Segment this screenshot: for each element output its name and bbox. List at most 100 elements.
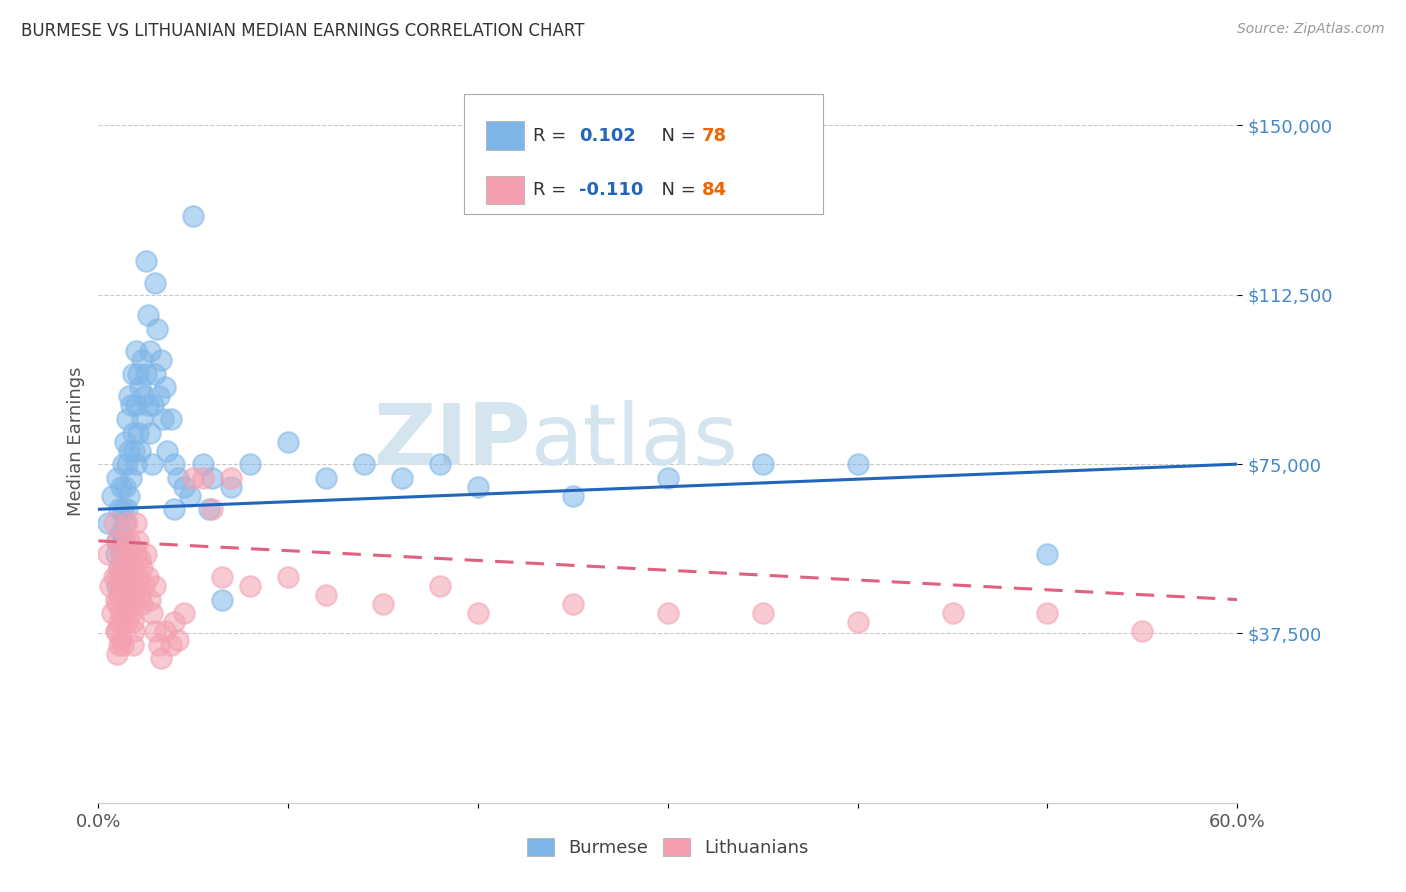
Point — [167, 470, 190, 484]
Point — [97, 548, 120, 562]
Point — [191, 470, 214, 484]
Point — [121, 425, 143, 440]
Point — [145, 367, 167, 381]
Point — [124, 570, 146, 584]
Point — [429, 457, 451, 471]
Point — [942, 606, 965, 620]
Point — [121, 561, 143, 575]
Point — [115, 516, 138, 530]
Point — [108, 615, 131, 630]
Point — [115, 588, 138, 602]
Point — [138, 592, 160, 607]
Point — [118, 570, 141, 584]
Point — [103, 570, 125, 584]
Point — [104, 624, 127, 639]
Point — [163, 615, 186, 630]
Point — [120, 470, 142, 484]
Point — [108, 588, 131, 602]
Point — [112, 615, 135, 630]
Point — [114, 597, 136, 611]
Point — [138, 425, 160, 440]
Point — [112, 561, 135, 575]
Point — [141, 606, 163, 620]
Point — [156, 443, 179, 458]
Point — [191, 457, 214, 471]
Point — [173, 606, 195, 620]
Point — [211, 570, 233, 584]
Point — [120, 606, 142, 620]
Point — [150, 353, 173, 368]
Point — [120, 398, 142, 412]
Point — [239, 579, 262, 593]
Point — [135, 367, 157, 381]
Point — [173, 480, 195, 494]
Text: R =: R = — [533, 181, 572, 199]
Point — [129, 380, 152, 394]
Point — [197, 502, 219, 516]
Point — [562, 489, 585, 503]
Text: BURMESE VS LITHUANIAN MEDIAN EARNINGS CORRELATION CHART: BURMESE VS LITHUANIAN MEDIAN EARNINGS CO… — [21, 22, 585, 40]
Point — [121, 615, 143, 630]
Point — [277, 570, 299, 584]
Point — [110, 548, 132, 562]
Point — [107, 597, 129, 611]
Point — [114, 570, 136, 584]
Point — [148, 638, 170, 652]
Point — [108, 561, 131, 575]
Point — [107, 624, 129, 639]
Point — [136, 398, 159, 412]
Point — [104, 592, 127, 607]
Point — [107, 570, 129, 584]
Point — [118, 597, 141, 611]
Point — [846, 615, 869, 630]
Point — [127, 425, 149, 440]
Point — [120, 579, 142, 593]
Point — [221, 470, 243, 484]
Point — [146, 321, 169, 335]
Text: atlas: atlas — [531, 400, 740, 483]
Point — [112, 502, 135, 516]
Point — [141, 457, 163, 471]
Point — [846, 457, 869, 471]
Point — [121, 638, 143, 652]
Point — [201, 502, 224, 516]
Point — [129, 443, 152, 458]
Point — [112, 533, 135, 548]
Text: -0.110: -0.110 — [579, 181, 644, 199]
Point — [107, 533, 129, 548]
Point — [108, 502, 131, 516]
Point — [148, 389, 170, 403]
Point — [114, 533, 136, 548]
Point — [112, 457, 135, 471]
Point — [142, 398, 165, 412]
Point — [353, 457, 375, 471]
Point — [100, 606, 122, 620]
Text: 78: 78 — [702, 127, 727, 145]
Text: R =: R = — [533, 127, 572, 145]
Point — [145, 277, 167, 291]
Point — [136, 570, 159, 584]
Point — [159, 412, 181, 426]
Point — [752, 606, 775, 620]
Point — [114, 516, 136, 530]
Point — [131, 561, 153, 575]
Point — [1036, 606, 1059, 620]
Point — [100, 489, 122, 503]
Point — [159, 638, 181, 652]
Point — [315, 470, 337, 484]
Point — [467, 606, 489, 620]
Point — [129, 588, 152, 602]
Text: N =: N = — [650, 181, 702, 199]
Point — [201, 470, 224, 484]
Point — [221, 480, 243, 494]
Point — [107, 579, 129, 593]
Point — [127, 367, 149, 381]
Point — [125, 398, 148, 412]
Point — [115, 457, 138, 471]
Point — [129, 552, 152, 566]
Point — [131, 353, 153, 368]
Point — [97, 516, 120, 530]
Point — [110, 579, 132, 593]
Point — [114, 480, 136, 494]
Point — [138, 344, 160, 359]
